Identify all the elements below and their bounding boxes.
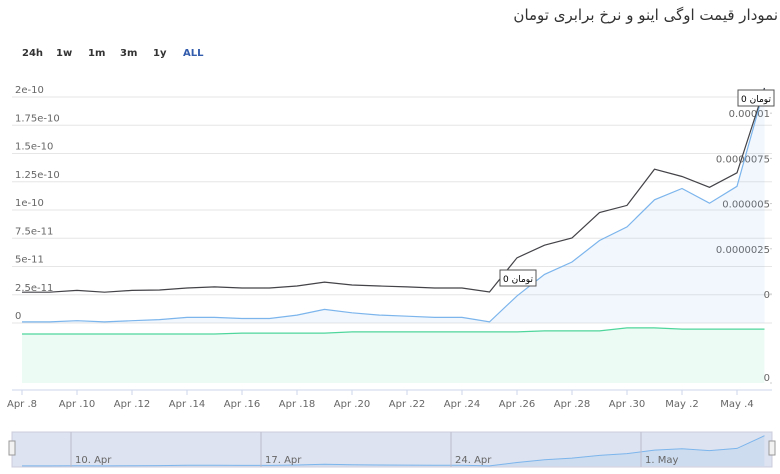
- range-button[interactable]: 24h: [22, 48, 43, 59]
- series-line: [22, 87, 766, 293]
- x-tick-label: Apr .20: [334, 399, 370, 410]
- y-tick-label: 1e-10: [15, 198, 44, 209]
- flag-label: 0 تومان: [503, 275, 533, 285]
- x-tick-label: Apr .10: [59, 399, 95, 410]
- flag-box: [499, 269, 537, 287]
- y-tick-label: 5e-11: [15, 255, 44, 266]
- navigator-label: 24. Apr: [455, 455, 492, 466]
- navigator-area: [22, 435, 765, 466]
- range-button[interactable]: 1w: [56, 48, 72, 59]
- navigator-handle[interactable]: [8, 440, 16, 456]
- x-tick-label: Apr .14: [169, 399, 205, 410]
- y-tick-label: 2.5e-11: [15, 283, 53, 294]
- y-tick-label: 0: [15, 311, 21, 322]
- chart-title: نمودار قیمت اوگی اینو و نرخ برابری تومان: [513, 6, 778, 24]
- x-tick-label: Apr .18: [279, 399, 315, 410]
- navigator-handle[interactable]: [768, 440, 776, 456]
- area-fill: [22, 327, 765, 383]
- y2-tick-label: 0.0000025: [716, 245, 770, 256]
- y2-tick-label: 0.0000075: [716, 154, 770, 165]
- flag-box: [737, 89, 775, 107]
- x-tick-label: Apr .16: [224, 399, 260, 410]
- x-tick-label: Apr .24: [444, 399, 480, 410]
- range-button[interactable]: 1y: [153, 48, 167, 59]
- flag-label: 0 تومان: [741, 95, 771, 105]
- x-tick-label: Apr .26: [499, 399, 535, 410]
- area-fill: [22, 88, 765, 323]
- y-tick-label: 7.5e-11: [15, 226, 53, 237]
- y3-tick-label: 0: [764, 373, 770, 384]
- x-tick-label: May .2: [665, 399, 698, 410]
- navigator-label: 17. Apr: [265, 455, 302, 466]
- y2-tick-label: 0.000005: [722, 200, 770, 211]
- y2-tick-label: 0: [764, 290, 770, 301]
- x-tick-label: Apr .22: [389, 399, 425, 410]
- x-tick-label: May .4: [720, 399, 753, 410]
- range-button[interactable]: 1m: [88, 48, 105, 59]
- navigator-mask[interactable]: [11, 431, 773, 468]
- y-tick-label: 2e-10: [15, 85, 44, 96]
- series-line: [22, 87, 766, 323]
- range-button[interactable]: ALL: [183, 48, 204, 59]
- y-tick-label: 1.5e-10: [15, 142, 53, 153]
- y-tick-label: 1.25e-10: [15, 170, 60, 181]
- y2-tick-label: 0.00001: [729, 109, 770, 120]
- series-line: [22, 327, 765, 335]
- x-tick-label: Apr .28: [554, 399, 590, 410]
- x-tick-label: Apr .8: [7, 399, 37, 410]
- x-tick-label: Apr .30: [609, 399, 645, 410]
- navigator-label: 1. May: [645, 455, 678, 466]
- x-tick-label: Apr .12: [114, 399, 150, 410]
- range-button[interactable]: 3m: [120, 48, 137, 59]
- y-tick-label: 1.75e-10: [15, 113, 60, 124]
- navigator-label: 10. Apr: [75, 455, 112, 466]
